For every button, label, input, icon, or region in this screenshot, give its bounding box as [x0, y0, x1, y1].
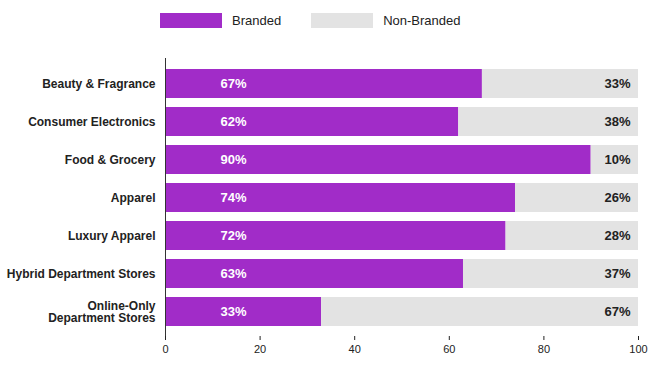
- svg-text:Luxury Apparel: Luxury Apparel: [68, 229, 156, 243]
- svg-text:Beauty & Fragrance: Beauty & Fragrance: [42, 77, 156, 91]
- svg-text:90%: 90%: [221, 152, 247, 167]
- svg-text:Food & Grocery: Food & Grocery: [65, 153, 156, 167]
- svg-text:38%: 38%: [604, 114, 630, 129]
- svg-text:28%: 28%: [604, 228, 630, 243]
- svg-text:37%: 37%: [604, 266, 630, 281]
- svg-text:26%: 26%: [604, 190, 630, 205]
- html-text:Non-Branded: Non-Branded: [383, 12, 461, 28]
- svg-text:Hybrid Department Stores: Hybrid Department Stores: [7, 267, 156, 281]
- svg-text:40: 40: [349, 343, 361, 355]
- svg-text:Apparel: Apparel: [111, 191, 156, 205]
- svg-text:100: 100: [629, 343, 647, 355]
- svg-text:74%: 74%: [221, 190, 247, 205]
- svg-text:33%: 33%: [221, 304, 247, 319]
- svg-text:10%: 10%: [604, 152, 630, 167]
- svg-text:60: 60: [443, 343, 455, 355]
- html-text:Branded: Branded: [232, 12, 282, 28]
- svg-text:80: 80: [538, 343, 550, 355]
- svg-text:67%: 67%: [221, 76, 247, 91]
- svg-text:63%: 63%: [221, 266, 247, 281]
- svg-text:Consumer Electronics: Consumer Electronics: [28, 115, 156, 129]
- svg-text:Online-OnlyDepartment Stores: Online-OnlyDepartment Stores: [48, 299, 156, 325]
- svg-text:67%: 67%: [604, 304, 630, 319]
- svg-text:33%: 33%: [604, 76, 630, 91]
- svg-text:72%: 72%: [221, 228, 247, 243]
- svg-text:0: 0: [162, 343, 168, 355]
- svg-text:20: 20: [254, 343, 266, 355]
- svg-text:62%: 62%: [221, 114, 247, 129]
